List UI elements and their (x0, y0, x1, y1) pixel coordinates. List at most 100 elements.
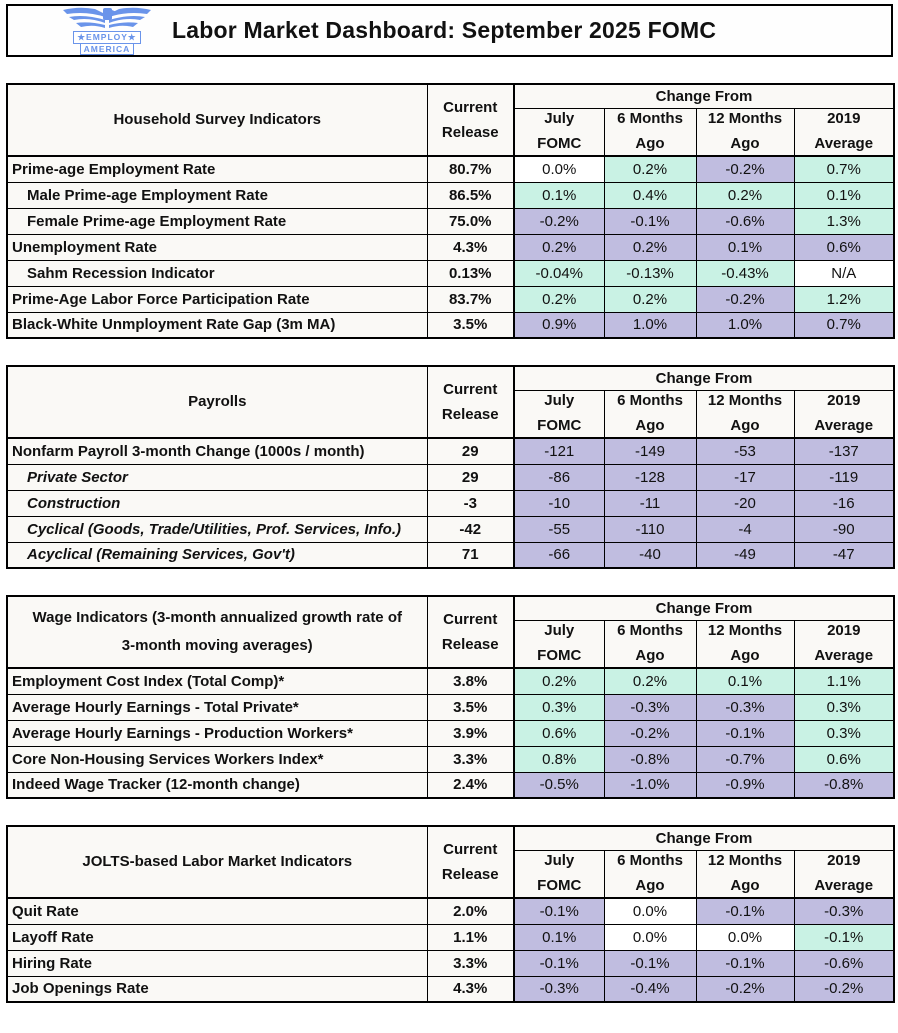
table-jolts-indicators: JOLTS-based Labor Market Indicators Curr… (6, 825, 895, 1003)
change-value: 0.1% (513, 181, 605, 209)
col-header-line: 2019 (827, 391, 861, 409)
row-label: Cyclical (Goods, Trade/Utilities, Prof. … (6, 515, 428, 543)
col-header-line: Ago (730, 417, 760, 434)
change-value: 0.1% (793, 181, 895, 209)
table-row: Layoff Rate 1.1% 0.1% 0.0% 0.0% -0.1% (6, 923, 895, 951)
col-header-line: FOMC (537, 647, 582, 664)
change-value: 1.0% (603, 311, 697, 339)
change-value: 0.3% (793, 719, 895, 747)
col-header-line: Release (441, 124, 499, 141)
row-label: Core Non-Housing Services Workers Index* (6, 745, 428, 773)
table-header: Wage Indicators (3-month annualized grow… (6, 595, 895, 669)
change-value: -0.1% (695, 949, 795, 977)
change-value: -0.1% (513, 897, 605, 925)
col-header-current-release: Current Release (426, 825, 515, 899)
change-value: -0.9% (695, 771, 795, 799)
col-header-line: Current (443, 611, 498, 628)
current-release-value: 4.3% (426, 233, 515, 261)
col-header-6-months-ago: 6 Months Ago (603, 619, 697, 669)
row-label: Employment Cost Index (Total Comp)* (6, 667, 428, 695)
current-release-value: 80.7% (426, 155, 515, 183)
change-value: -11 (603, 489, 697, 517)
current-release-value: -42 (426, 515, 515, 543)
table-row: Private Sector 29 -86 -128 -17 -119 (6, 463, 895, 491)
col-header-july-fomc: July FOMC (513, 849, 605, 899)
eagle-icon (63, 7, 151, 28)
col-header-july-fomc: July FOMC (513, 389, 605, 439)
table-row: Job Openings Rate 4.3% -0.3% -0.4% -0.2% -0.2… (6, 975, 895, 1003)
col-header-line: 6 Months (617, 109, 683, 127)
table-row: Quit Rate 2.0% -0.1% 0.0% -0.1% -0.3% (6, 897, 895, 925)
table-row: Prime-Age Labor Force Participation Rate… (6, 285, 895, 313)
table-row: Unemployment Rate 4.3% 0.2% 0.2% 0.1% 0.6% (6, 233, 895, 261)
change-value: 0.2% (603, 285, 697, 313)
col-header-line: Average (814, 877, 874, 894)
change-value: -0.6% (695, 207, 795, 235)
table-row: Average Hourly Earnings - Total Private*… (6, 693, 895, 721)
change-value: -0.2% (513, 207, 605, 235)
current-release-value: 1.1% (426, 923, 515, 951)
current-release-value: 86.5% (426, 181, 515, 209)
col-header-line: Ago (635, 877, 665, 894)
change-value: -0.13% (603, 259, 697, 287)
change-value: 0.0% (603, 923, 697, 951)
page-title: Labor Market Dashboard: September 2025 F… (172, 17, 717, 43)
col-header-line: 12 Months (707, 851, 783, 869)
change-value: N/A (793, 259, 895, 287)
table-household-survey: Household Survey Indicators Current Rele… (6, 83, 895, 339)
col-header-line: 2019 (827, 621, 861, 639)
table-row: Male Prime-age Employment Rate 86.5% 0.1% 0… (6, 181, 895, 209)
current-release-value: 75.0% (426, 207, 515, 235)
change-value: 0.4% (603, 181, 697, 209)
change-value: -47 (793, 541, 895, 569)
table-wage-indicators: Wage Indicators (3-month annualized grow… (6, 595, 895, 799)
row-label: Male Prime-age Employment Rate (6, 181, 428, 209)
change-value: -0.1% (603, 207, 697, 235)
table-row: Nonfarm Payroll 3-month Change (1000s / … (6, 437, 895, 465)
row-label: Average Hourly Earnings - Production Wor… (6, 719, 428, 747)
change-value: -0.1% (793, 923, 895, 951)
change-value: -0.2% (695, 155, 795, 183)
change-value: -0.8% (793, 771, 895, 799)
change-value: 0.2% (513, 667, 605, 695)
col-header-change-from: Change From (513, 595, 895, 621)
col-header-line: July (544, 621, 575, 639)
table-row: Sahm Recession Indicator 0.13% -0.04% -0.13… (6, 259, 895, 287)
change-value: -0.1% (603, 949, 697, 977)
col-header-line: Ago (635, 135, 665, 152)
col-header-12-months-ago: 12 Months Ago (695, 389, 795, 439)
col-header-line: 6 Months (617, 391, 683, 409)
col-header-line: FOMC (537, 417, 582, 434)
change-value: -0.3% (513, 975, 605, 1003)
col-header-july-fomc: July FOMC (513, 107, 605, 157)
col-header-line: FOMC (537, 877, 582, 894)
change-value: 0.7% (793, 155, 895, 183)
row-label: Nonfarm Payroll 3-month Change (1000s / … (6, 437, 428, 465)
table-row: Indeed Wage Tracker (12-month change) 2.4… (6, 771, 895, 799)
col-header-line: 2019 (827, 851, 861, 869)
change-value: 0.7% (793, 311, 895, 339)
change-value: 0.2% (513, 285, 605, 313)
col-header-line: July (544, 851, 575, 869)
current-release-value: 71 (426, 541, 515, 569)
current-release-value: 0.13% (426, 259, 515, 287)
change-value: -0.3% (793, 897, 895, 925)
change-value: -0.7% (695, 745, 795, 773)
header-row-sub: July FOMC 6 Months Ago 12 Months Ago 2019 Av… (7, 107, 895, 157)
change-value: -0.2% (603, 719, 697, 747)
header-row-top: Payrolls Current Release Change From (6, 365, 895, 439)
table-row: Prime-age Employment Rate 80.7% 0.0% 0.2% -0… (6, 155, 895, 183)
change-value: 0.0% (513, 155, 605, 183)
col-header-line: 12 Months (707, 391, 783, 409)
current-release-value: 83.7% (426, 285, 515, 313)
change-value: 0.8% (513, 745, 605, 773)
change-value: -0.2% (793, 975, 895, 1003)
row-label: Prime-Age Labor Force Participation Rate (6, 285, 428, 313)
row-label: Acyclical (Remaining Services, Gov't) (6, 541, 428, 569)
row-label: Black-White Unmployment Rate Gap (3m MA) (6, 311, 428, 339)
table-row: Average Hourly Earnings - Production Wor… (6, 719, 895, 747)
row-label: Average Hourly Earnings - Total Private* (6, 693, 428, 721)
table-row: Black-White Unmployment Rate Gap (3m MA)… (6, 311, 895, 339)
col-header-current-release: Current Release (426, 595, 515, 669)
row-label: Private Sector (6, 463, 428, 491)
